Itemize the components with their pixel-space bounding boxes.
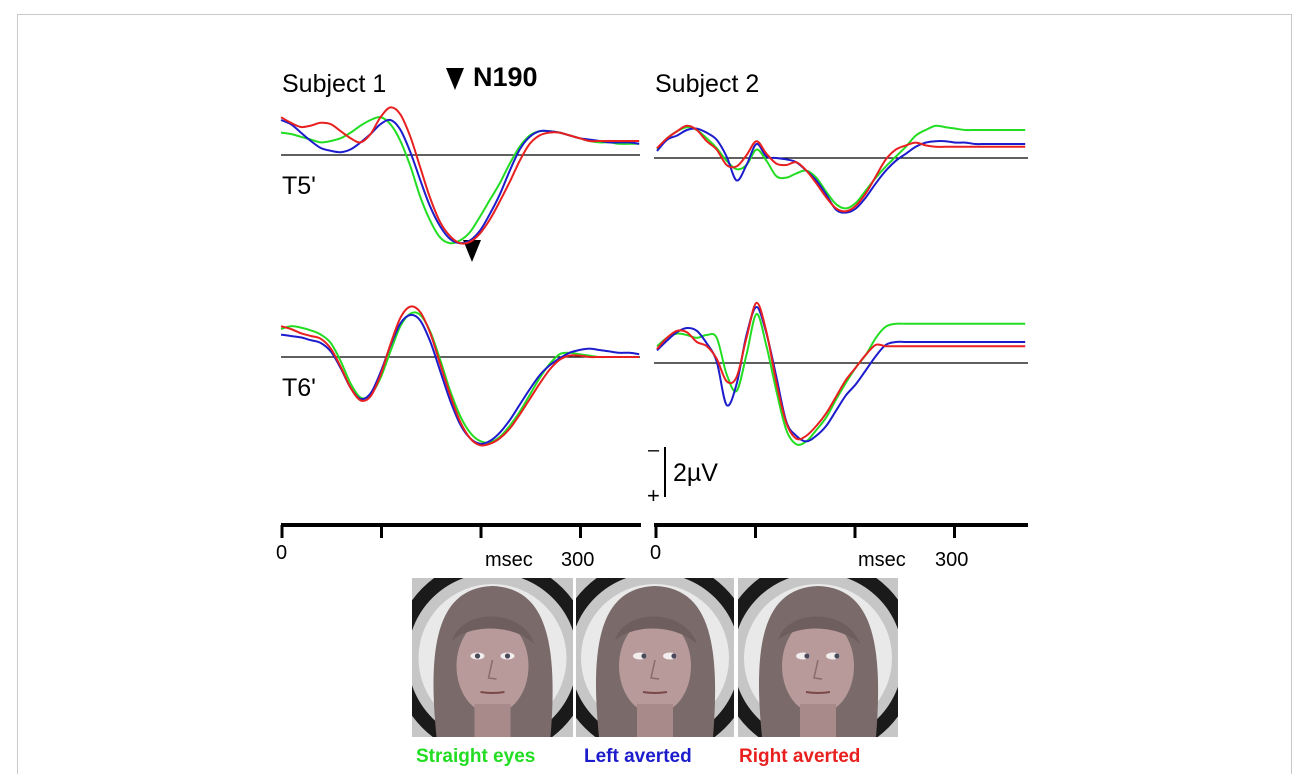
trace-s2-top-right-averted bbox=[656, 124, 1026, 213]
trace-s1-t5-left-averted bbox=[280, 118, 640, 245]
axis-unit-label-s2: msec bbox=[858, 549, 906, 571]
legend-left-averted: Left averted bbox=[584, 746, 692, 767]
face-right-averted bbox=[738, 578, 898, 737]
tick-label-300-s1: 300 bbox=[561, 549, 594, 571]
n190-peak-annotation: N190 bbox=[446, 62, 538, 262]
face-straight-eyes bbox=[412, 578, 573, 737]
subject-2-label: Subject 2 bbox=[655, 70, 759, 98]
trace-s1-t6-left-averted bbox=[280, 313, 640, 445]
time-axis-ticks-s1 bbox=[280, 525, 582, 538]
trace-s2-bottom-right-averted bbox=[656, 301, 1026, 441]
amplitude-scale-bar: – + 2µV bbox=[647, 439, 718, 508]
tick-label-0-s1: 0 bbox=[276, 542, 287, 564]
panel-s1-t6 bbox=[280, 305, 640, 447]
trace-s1-t6-straight bbox=[280, 311, 640, 444]
trace-s2-top-straight bbox=[656, 124, 1026, 210]
face-stimuli bbox=[412, 578, 898, 737]
trace-s1-t5-right-averted bbox=[280, 106, 640, 245]
peak-arrow-icon bbox=[446, 68, 464, 90]
subject-1-label: Subject 1 bbox=[282, 70, 386, 98]
scale-bar-label: 2µV bbox=[673, 459, 718, 487]
panel-s2-top bbox=[656, 124, 1026, 214]
tick-label-0-s2: 0 bbox=[650, 542, 661, 564]
trace-s2-top-left-averted bbox=[656, 127, 1026, 214]
n190-label: N190 bbox=[473, 62, 538, 92]
channel-label-t6: T6' bbox=[282, 374, 316, 402]
figure-frame bbox=[17, 14, 1292, 774]
panel-s1-t5 bbox=[280, 106, 640, 245]
trace-s2-bottom-left-averted bbox=[656, 306, 1026, 443]
time-axis-subject-1: 0 msec 300 bbox=[276, 523, 641, 571]
channel-label-t5: T5' bbox=[282, 172, 316, 200]
erp-traces bbox=[280, 106, 1026, 447]
panel-s2-bottom bbox=[656, 301, 1026, 446]
peak-arrow-icon-t6 bbox=[463, 240, 481, 262]
scale-bar-plus: + bbox=[647, 483, 660, 508]
scale-bar-minus: – bbox=[648, 439, 660, 461]
condition-legend: Straight eyes Left averted Right averted bbox=[416, 746, 860, 767]
tick-label-300-s2: 300 bbox=[935, 549, 968, 571]
legend-straight-eyes: Straight eyes bbox=[416, 746, 535, 767]
trace-s1-t6-right-averted bbox=[280, 305, 640, 447]
legend-right-averted: Right averted bbox=[739, 746, 860, 767]
time-axis-subject-2: 0 msec 300 bbox=[650, 523, 1028, 571]
trace-s2-bottom-straight bbox=[656, 312, 1026, 446]
trace-s1-t5-straight bbox=[280, 116, 640, 245]
axis-unit-label-s1: msec bbox=[485, 549, 533, 571]
time-axis-ticks-s2 bbox=[654, 525, 956, 538]
face-left-averted bbox=[576, 578, 734, 737]
